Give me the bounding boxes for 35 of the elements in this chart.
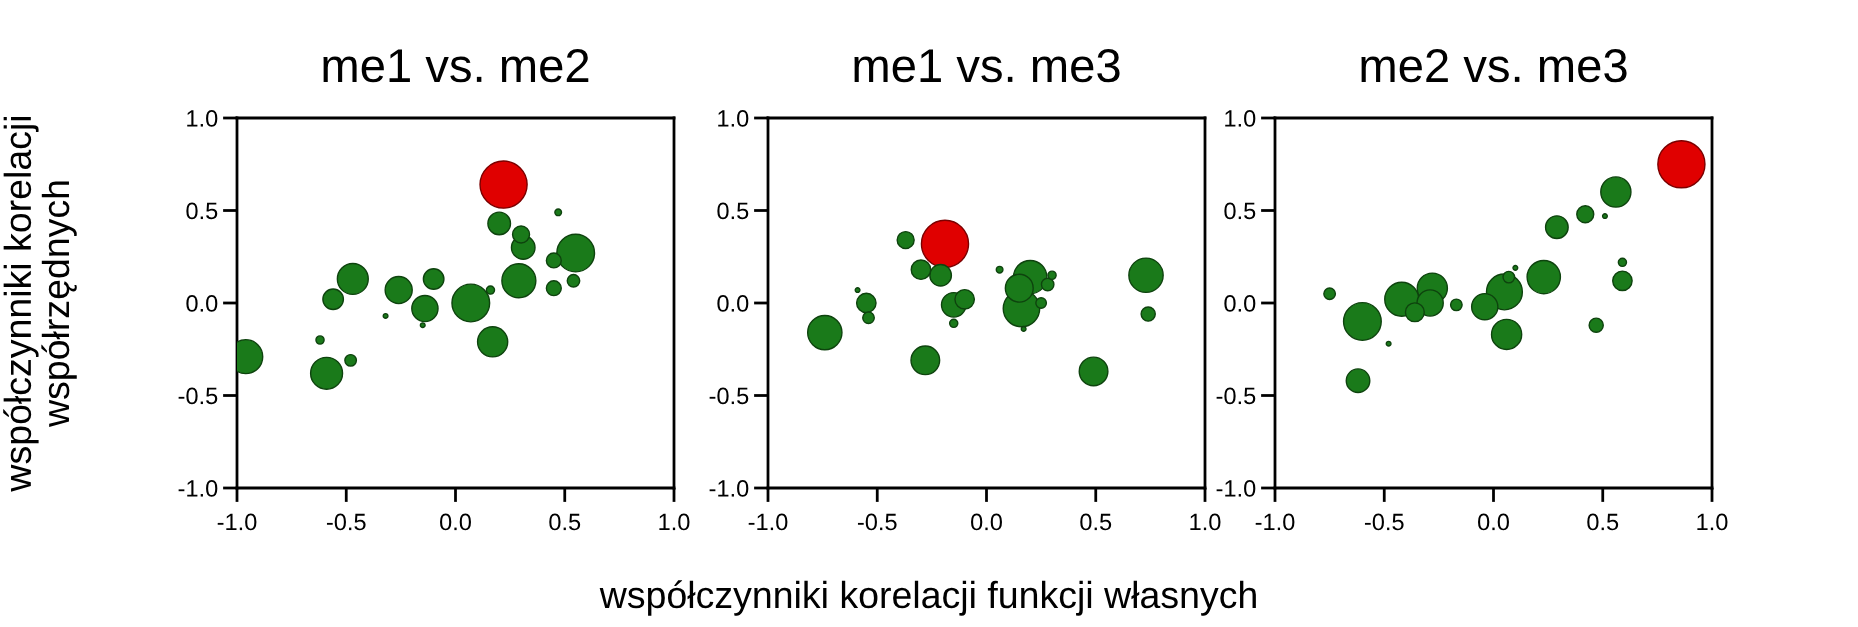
x-axis-title: współczynniki korelacji funkcji własnych [599, 580, 1256, 616]
x-tick-label: 1.0 [1697, 513, 1728, 531]
y-tick-label: -0.5 [1216, 387, 1256, 405]
y-tick-label: -0.5 [178, 387, 218, 405]
chart-title: me2 vs. me3 [1361, 48, 1627, 83]
x-tick-label: -0.5 [857, 513, 897, 531]
x-tick-label: 0.5 [549, 513, 581, 531]
x-tick-label: 0.5 [1080, 513, 1112, 531]
y-tick-label: 1.0 [187, 110, 218, 127]
y-tick-label: -1.0 [178, 480, 218, 497]
x-tick-label: 1.0 [1190, 513, 1221, 531]
y-tick-label: 0.5 [186, 202, 218, 220]
y-tick-label: 0.0 [1224, 295, 1256, 312]
chart-title: me1 vs. me2 [323, 48, 589, 83]
x-tick-label: -1.0 [748, 513, 788, 531]
x-tick-label: 0.0 [440, 513, 471, 531]
y-tick-label: -1.0 [1216, 480, 1256, 497]
y-tick-label: -1.0 [709, 480, 749, 497]
x-tick-label: -0.5 [326, 513, 366, 531]
x-tick-label: -0.5 [1364, 513, 1404, 531]
x-tick-label: 0.0 [1478, 513, 1509, 531]
y-tick-label: 1.0 [1225, 110, 1256, 127]
y-tick-label: 0.5 [717, 202, 749, 220]
x-tick-label: 1.0 [659, 513, 690, 531]
y-axis-title: współczynniki korelacji współrzędnych [3, 116, 77, 492]
y-tick-label: 0.0 [186, 295, 218, 312]
y-tick-label: 1.0 [718, 110, 749, 127]
y-tick-label: -0.5 [709, 387, 749, 405]
x-tick-label: 0.0 [971, 513, 1002, 531]
y-tick-label: 0.5 [1224, 202, 1256, 220]
x-tick-label: -1.0 [217, 513, 257, 531]
x-tick-label: 0.5 [1587, 513, 1619, 531]
x-tick-label: -1.0 [1255, 513, 1295, 531]
y-tick-label: 0.0 [717, 295, 749, 312]
chart-title: me1 vs. me3 [854, 48, 1120, 83]
